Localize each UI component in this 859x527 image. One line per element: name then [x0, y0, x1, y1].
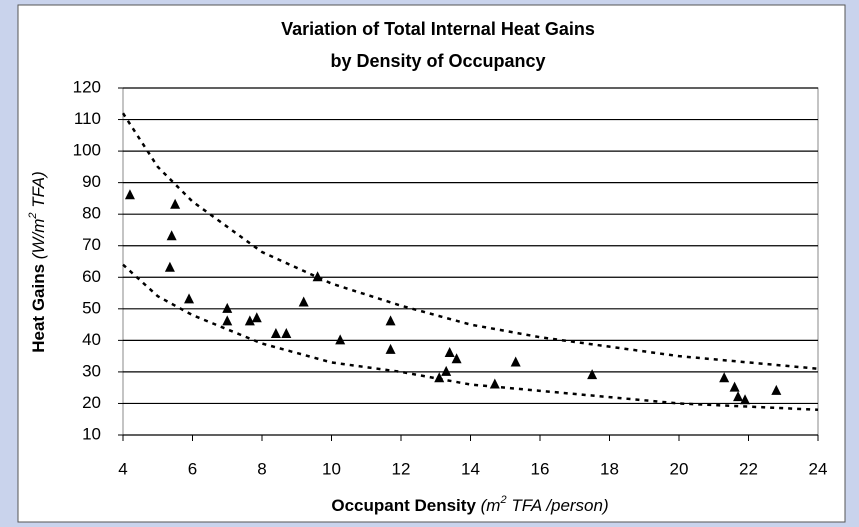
y-tick-label: 110 [74, 109, 101, 128]
chart-title: by Density of Occupancy [330, 51, 545, 71]
data-point [170, 198, 181, 209]
x-axis-label-part: Occupant Density [331, 496, 476, 515]
x-axis-label-part: 2 [499, 494, 506, 506]
data-point [385, 315, 396, 326]
y-tick-label: 30 [82, 361, 101, 380]
data-point [771, 384, 782, 395]
data-point [164, 261, 175, 272]
x-tick-label: 18 [600, 459, 619, 478]
x-tick-label: 14 [461, 459, 480, 478]
y-tick-label: 10 [82, 424, 101, 443]
x-axis-label: Occupant Density (m2 TFA /person) [331, 489, 608, 515]
data-point [441, 365, 452, 376]
data-point [335, 334, 346, 345]
chart-panel [17, 4, 846, 523]
data-point [244, 315, 255, 326]
x-tick-label: 16 [531, 459, 550, 478]
data-point [281, 328, 292, 339]
data-point [184, 293, 195, 304]
data-point [166, 230, 177, 241]
x-tick-label: 22 [739, 459, 758, 478]
data-point [510, 356, 521, 367]
data-point [385, 343, 396, 354]
y-tick-label: 70 [82, 235, 101, 254]
data-point [733, 391, 744, 402]
trendline [121, 112, 819, 370]
y-axis-label: Heat Gains (W/m2 TFA) [22, 171, 48, 353]
data-point [740, 394, 751, 405]
x-tick-label: 20 [670, 459, 689, 478]
data-point [251, 312, 262, 323]
data-point [124, 189, 135, 200]
y-tick-label: 80 [82, 204, 101, 223]
y-tick-label: 40 [82, 330, 101, 349]
data-point [298, 296, 309, 307]
x-tick-label: 4 [118, 459, 127, 478]
data-point [587, 369, 598, 380]
x-axis-label-part: TFA /person) [511, 496, 608, 515]
x-tick-label: 10 [322, 459, 341, 478]
y-axis-label-part: (W/m [29, 219, 48, 260]
y-tick-label: 120 [73, 77, 101, 96]
y-tick-label: 60 [82, 267, 101, 286]
y-tick-label: 100 [73, 141, 101, 160]
x-tick-label: 8 [257, 459, 266, 478]
x-tick-label: 12 [392, 459, 411, 478]
data-point [444, 346, 455, 357]
y-tick-label: 20 [82, 393, 101, 412]
data-point [451, 353, 462, 364]
y-axis-label-part: Heat Gains [29, 264, 48, 353]
data-point [222, 302, 233, 313]
y-tick-label: 90 [82, 172, 101, 191]
y-axis-label-part: TFA) [29, 171, 48, 208]
y-axis-label-part: 2 [27, 212, 39, 219]
chart-title: Variation of Total Internal Heat Gains [281, 19, 595, 39]
data-point [222, 315, 233, 326]
x-tick-label: 24 [809, 459, 828, 478]
data-point [489, 378, 500, 389]
data-point [312, 271, 323, 282]
data-point [434, 372, 445, 383]
y-tick-label: 50 [82, 298, 101, 317]
data-point [729, 381, 740, 392]
data-point [719, 372, 730, 383]
x-axis-label-part: (m [481, 496, 501, 515]
x-tick-label: 6 [188, 459, 197, 478]
trendline [122, 263, 819, 412]
data-point [270, 328, 281, 339]
